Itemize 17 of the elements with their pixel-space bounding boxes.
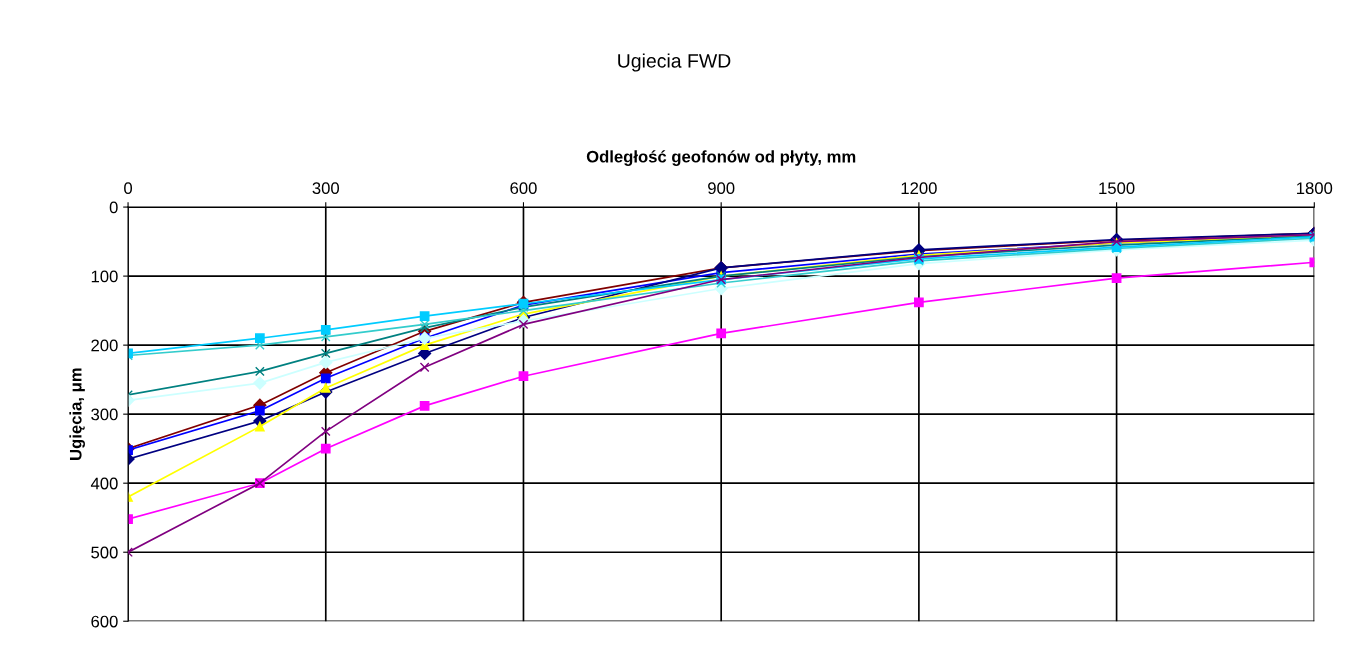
y-tick-label: 400 — [90, 477, 118, 490]
x-tick-label: 0 — [124, 182, 133, 195]
x-tick-label: 300 — [312, 182, 340, 195]
y-tick-label: 100 — [91, 270, 118, 283]
chart-title: Ugiecia FWD — [618, 53, 731, 72]
x-tick-label: 1800 — [1297, 182, 1333, 195]
y-tick-label: 0 — [109, 201, 118, 214]
x-tick-label: 1200 — [901, 182, 937, 195]
x-tick-label: 1500 — [1099, 182, 1135, 195]
y-tick-label: 600 — [91, 615, 118, 628]
y-tick-label: 200 — [91, 339, 118, 352]
y-tick-label: 300 — [91, 408, 118, 421]
y-axis-title: Ugięcia, μm — [69, 368, 85, 460]
x-axis-title: Odległość geofonów od płyty, mm — [586, 150, 856, 166]
x-tick-label: 900 — [708, 182, 735, 195]
y-tick-label: 500 — [91, 546, 118, 559]
x-tick-label: 600 — [510, 182, 537, 195]
